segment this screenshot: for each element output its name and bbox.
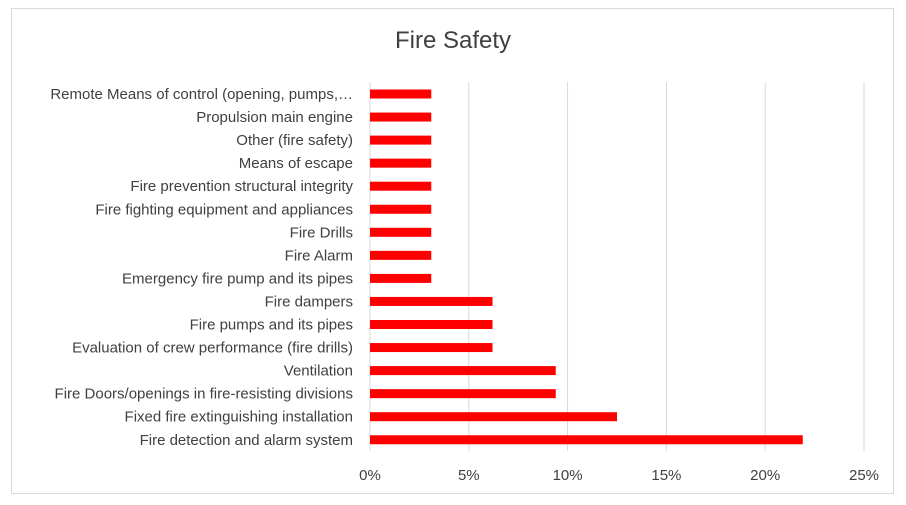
category-label: Remote Means of control (opening, pumps,… (50, 86, 353, 103)
x-tick-label: 10% (553, 467, 583, 484)
bar (370, 273, 432, 283)
category-label: Fire detection and alarm system (140, 432, 353, 449)
category-label: Means of escape (239, 155, 353, 172)
bar (370, 389, 556, 399)
category-label: Fire Drills (290, 224, 353, 241)
x-tick-label: 20% (750, 467, 780, 484)
bar (370, 412, 617, 422)
bar (370, 89, 432, 99)
bar (370, 296, 493, 306)
bar (370, 435, 803, 445)
bar (370, 158, 432, 168)
x-tick-label: 5% (458, 467, 480, 484)
category-label: Fire pumps and its pipes (190, 317, 353, 334)
bar (370, 227, 432, 237)
bar (370, 181, 432, 191)
bar (370, 135, 432, 145)
x-tick-label: 15% (651, 467, 681, 484)
bar (370, 112, 432, 122)
chart-title: Fire Safety (394, 27, 512, 54)
category-label: Other (fire safety) (236, 132, 353, 149)
category-label: Fire dampers (265, 293, 353, 310)
category-label: Fire Doors/openings in fire-resisting di… (55, 386, 353, 403)
category-label: Propulsion main engine (196, 109, 353, 126)
bar (370, 343, 493, 353)
category-label: Fixed fire extinguishing installation (125, 409, 353, 426)
category-label: Fire prevention structural integrity (130, 178, 353, 195)
category-label: Fire fighting equipment and appliances (95, 201, 353, 218)
x-tick-label: 0% (359, 467, 381, 484)
bar (370, 204, 432, 214)
bar (370, 366, 556, 376)
bar (370, 320, 493, 329)
category-label: Fire Alarm (285, 247, 353, 264)
category-label: Evaluation of crew performance (fire dri… (72, 340, 353, 357)
x-tick-label: 25% (849, 467, 879, 484)
category-label: Emergency fire pump and its pipes (122, 270, 353, 287)
bar (370, 250, 432, 260)
category-label: Ventilation (284, 363, 353, 380)
